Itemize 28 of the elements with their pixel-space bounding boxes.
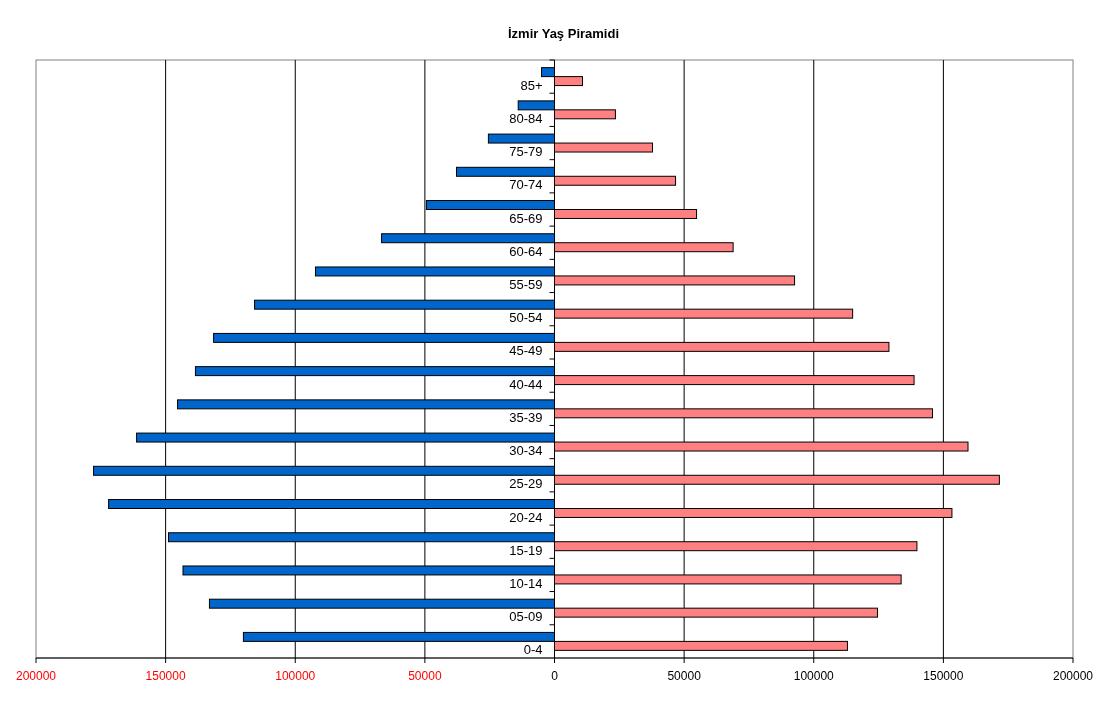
y-tick-label: 60-64 [509, 243, 543, 259]
x-tick-label: 150000 [923, 669, 964, 683]
y-tick-label: 50-54 [509, 310, 543, 326]
y-tick-label: 40-44 [509, 376, 543, 392]
y-tick-label: 70-74 [509, 177, 543, 193]
y-tick-label: 30-34 [509, 443, 543, 459]
y-tick-label: 55-59 [509, 276, 543, 292]
x-tick-label: 200000 [15, 669, 57, 683]
y-tick-label: 80-84 [509, 110, 543, 126]
x-tick-label: 100000 [793, 669, 835, 683]
y-tick-label: 85+ [520, 77, 543, 93]
x-tick-label: 50000 [667, 669, 702, 683]
y-tick-label: 0-4 [523, 642, 543, 658]
y-tick-label: 05-09 [509, 609, 543, 625]
x-tick-label: 50000 [408, 669, 442, 683]
x-tick-label: 0 [551, 669, 559, 683]
y-tick-label: 10-14 [509, 575, 543, 591]
y-tick-label: 45-49 [509, 343, 543, 359]
y-tick-label: 35-39 [509, 409, 543, 425]
x-tick-label: 100000 [275, 669, 316, 683]
y-tick-label: 75-79 [509, 144, 543, 160]
x-tick-label: 200000 [1052, 669, 1094, 683]
chart-title: İzmir Yaş Piramidi [507, 26, 620, 41]
y-tick-label: 15-19 [509, 542, 543, 558]
x-tick-label: 150000 [145, 669, 186, 683]
y-tick-label: 20-24 [509, 509, 543, 525]
y-tick-label: 25-29 [509, 476, 543, 492]
y-tick-label: 65-69 [509, 210, 543, 226]
